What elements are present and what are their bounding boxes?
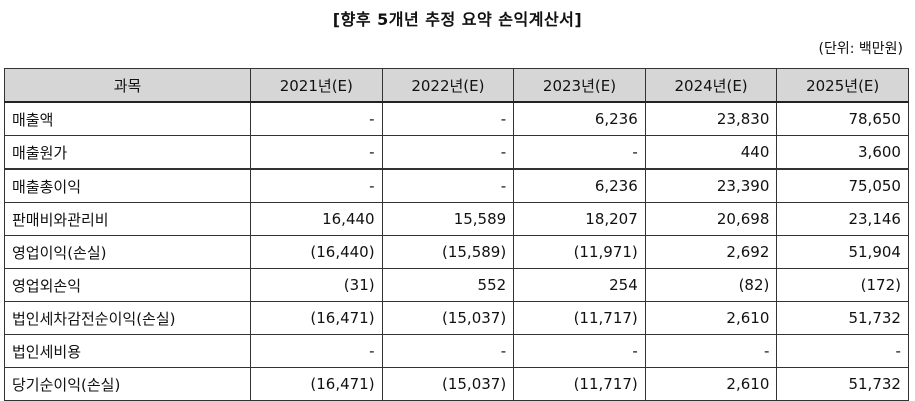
cell-value: - [513, 135, 646, 170]
cell-value: - [250, 135, 383, 170]
cell-value: 51,732 [776, 301, 909, 335]
cell-value: 51,732 [776, 367, 909, 401]
row-label: 영업이익(손실) [4, 235, 251, 269]
cell-value: 18,207 [513, 202, 646, 236]
cell-value: - [381, 168, 515, 203]
row-label: 영업외손익 [4, 268, 251, 302]
cell-value: 15,589 [381, 202, 515, 236]
cell-value: - [250, 101, 383, 136]
cell-value: (11,971) [513, 235, 646, 269]
cell-value: (15,589) [381, 235, 515, 269]
income-statement-table: 과목 2021년(E) 2022년(E) 2023년(E) 2024년(E) 2… [4, 68, 909, 401]
cell-value: 51,904 [776, 235, 909, 269]
cell-value: 552 [381, 268, 515, 302]
row-label: 법인세비용 [4, 334, 251, 368]
cell-value: (31) [250, 268, 383, 302]
table-row: 매출원가 - - - 440 3,600 [4, 135, 909, 170]
cell-value: (11,717) [513, 367, 646, 401]
header-2024: 2024년(E) [644, 68, 778, 103]
cell-value: - [776, 334, 909, 368]
row-label: 법인세차감전순이익(손실) [4, 301, 251, 335]
cell-value: 2,610 [644, 301, 778, 335]
cell-value: (16,440) [250, 235, 383, 269]
table-row: 매출총이익 - - 6,236 23,390 75,050 [4, 168, 909, 203]
row-label: 당기순이익(손실) [4, 367, 251, 401]
header-2021: 2021년(E) [250, 68, 383, 103]
cell-value: 440 [644, 135, 778, 170]
cell-value: 16,440 [250, 202, 383, 236]
cell-value: 6,236 [513, 168, 646, 203]
header-2023: 2023년(E) [513, 68, 646, 103]
table-header-row: 과목 2021년(E) 2022년(E) 2023년(E) 2024년(E) 2… [4, 68, 909, 103]
table-row: 당기순이익(손실) (16,471) (15,037) (11,717) 2,6… [4, 367, 909, 401]
cell-value: (16,471) [250, 367, 383, 401]
cell-value: (82) [644, 268, 778, 302]
page-title: [향후 5개년 추정 요약 손익계산서] [332, 10, 583, 29]
row-label: 매출총이익 [4, 168, 251, 203]
row-label: 매출원가 [4, 135, 251, 170]
cell-value: - [381, 334, 515, 368]
cell-value: 78,650 [776, 101, 909, 136]
cell-value: - [381, 135, 515, 170]
cell-value: 23,146 [776, 202, 909, 236]
table-row: 영업이익(손실) (16,440) (15,589) (11,971) 2,69… [4, 235, 909, 269]
table-row: 법인세비용 - - - - - [4, 334, 909, 368]
cell-value: 3,600 [776, 135, 909, 170]
header-account: 과목 [4, 68, 251, 103]
table-row: 법인세차감전순이익(손실) (16,471) (15,037) (11,717)… [4, 301, 909, 335]
cell-value: 254 [513, 268, 646, 302]
cell-value: - [644, 334, 778, 368]
cell-value: - [513, 334, 646, 368]
table-row: 매출액 - - 6,236 23,830 78,650 [4, 101, 909, 136]
cell-value: 23,390 [644, 168, 778, 203]
unit-label: (단위: 백만원) [818, 41, 904, 57]
cell-value: (172) [776, 268, 909, 302]
header-2025: 2025년(E) [776, 68, 909, 103]
table-row: 영업외손익 (31) 552 254 (82) (172) [4, 268, 909, 302]
cell-value: (11,717) [513, 301, 646, 335]
cell-value: 6,236 [513, 101, 646, 136]
cell-value: - [250, 168, 383, 203]
cell-value: (15,037) [381, 301, 515, 335]
row-label: 매출액 [4, 101, 251, 136]
cell-value: 2,692 [644, 235, 778, 269]
cell-value: (15,037) [381, 367, 515, 401]
cell-value: 20,698 [644, 202, 778, 236]
cell-value: - [250, 334, 383, 368]
cell-value: (16,471) [250, 301, 383, 335]
row-label: 판매비와관리비 [4, 202, 251, 236]
cell-value: - [381, 101, 515, 136]
cell-value: 2,610 [644, 367, 778, 401]
table-row: 판매비와관리비 16,440 15,589 18,207 20,698 23,1… [4, 202, 909, 236]
cell-value: 75,050 [776, 168, 909, 203]
header-2022: 2022년(E) [381, 68, 515, 103]
cell-value: 23,830 [644, 101, 778, 136]
